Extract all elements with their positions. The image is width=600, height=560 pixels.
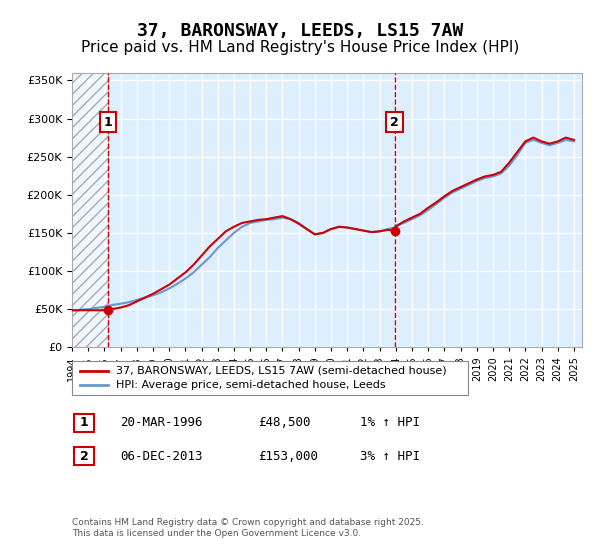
Text: £153,000: £153,000 bbox=[258, 450, 318, 463]
Text: 2: 2 bbox=[80, 450, 88, 463]
FancyBboxPatch shape bbox=[74, 447, 94, 465]
Text: 1: 1 bbox=[80, 416, 88, 430]
Text: £48,500: £48,500 bbox=[258, 416, 311, 430]
Text: 06-DEC-2013: 06-DEC-2013 bbox=[120, 450, 203, 463]
Text: HPI: Average price, semi-detached house, Leeds: HPI: Average price, semi-detached house,… bbox=[116, 380, 385, 390]
Text: 1% ↑ HPI: 1% ↑ HPI bbox=[360, 416, 420, 430]
Text: 3% ↑ HPI: 3% ↑ HPI bbox=[360, 450, 420, 463]
Bar bbox=[72, 73, 108, 347]
Text: 20-MAR-1996: 20-MAR-1996 bbox=[120, 416, 203, 430]
Text: 37, BARONSWAY, LEEDS, LS15 7AW (semi-detached house): 37, BARONSWAY, LEEDS, LS15 7AW (semi-det… bbox=[116, 366, 446, 376]
FancyBboxPatch shape bbox=[74, 414, 94, 432]
FancyBboxPatch shape bbox=[72, 361, 468, 395]
Text: 37, BARONSWAY, LEEDS, LS15 7AW: 37, BARONSWAY, LEEDS, LS15 7AW bbox=[137, 22, 463, 40]
Bar bbox=[72, 73, 108, 347]
Text: Price paid vs. HM Land Registry's House Price Index (HPI): Price paid vs. HM Land Registry's House … bbox=[81, 40, 519, 55]
Text: 1: 1 bbox=[104, 116, 112, 129]
Text: 2: 2 bbox=[390, 116, 399, 129]
Text: Contains HM Land Registry data © Crown copyright and database right 2025.
This d: Contains HM Land Registry data © Crown c… bbox=[72, 518, 424, 538]
